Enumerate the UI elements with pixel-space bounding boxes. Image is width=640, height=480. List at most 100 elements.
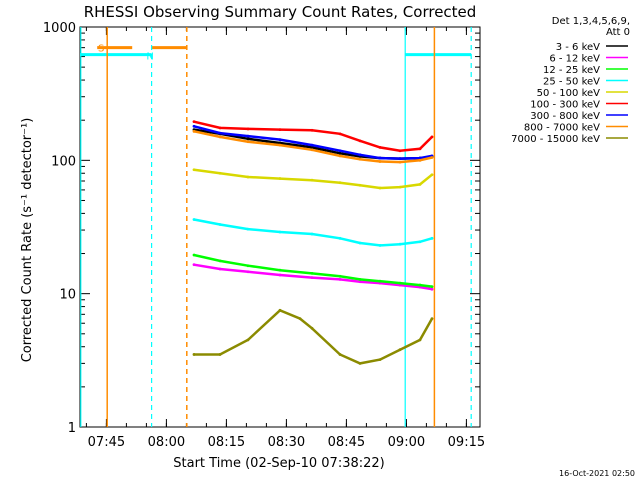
data-point xyxy=(430,156,434,159)
data-point xyxy=(398,160,402,164)
data-point xyxy=(310,271,314,275)
data-point xyxy=(278,177,282,180)
data-point xyxy=(218,126,222,130)
data-point xyxy=(246,227,250,231)
data-point xyxy=(418,283,422,287)
data-point xyxy=(430,236,434,240)
legend-label: 3 - 6 keV xyxy=(556,42,600,53)
data-point xyxy=(398,157,402,161)
data-point xyxy=(192,129,196,133)
x-tick-label: 07:45 xyxy=(88,435,125,450)
data-point xyxy=(378,186,382,190)
data-point xyxy=(218,259,222,263)
y-tick-label: 10 xyxy=(59,288,76,303)
data-point xyxy=(338,277,342,281)
y-tick-label: 1 xyxy=(68,421,76,436)
data-point xyxy=(192,263,196,267)
data-point xyxy=(278,141,282,145)
data-point xyxy=(358,277,362,281)
data-point xyxy=(418,158,422,162)
data-point xyxy=(398,348,402,352)
data-point xyxy=(218,353,222,356)
data-point xyxy=(246,134,250,138)
data-point xyxy=(378,244,382,247)
data-point xyxy=(378,156,382,160)
data-point xyxy=(310,178,314,182)
data-point xyxy=(378,279,382,283)
data-point xyxy=(278,268,282,272)
data-point xyxy=(246,264,250,268)
data-point xyxy=(378,160,382,163)
legend-label: 800 - 7000 keV xyxy=(524,123,600,134)
data-point xyxy=(358,157,362,161)
data-point xyxy=(310,276,314,279)
data-point xyxy=(278,138,282,142)
data-point xyxy=(246,137,250,141)
footer-timestamp: 16-Oct-2021 02:50 xyxy=(559,469,635,478)
data-point xyxy=(278,230,282,234)
data-point xyxy=(278,128,282,132)
data-point xyxy=(218,135,222,139)
x-tick-label: 08:45 xyxy=(328,435,365,450)
data-point xyxy=(278,273,282,277)
data-point xyxy=(192,120,196,124)
data-point xyxy=(192,168,196,172)
data-point xyxy=(358,241,362,245)
data-point xyxy=(278,143,282,147)
data-point xyxy=(430,317,434,321)
data-point xyxy=(310,143,314,147)
data-point xyxy=(338,274,342,278)
data-point xyxy=(338,236,342,240)
data-point xyxy=(218,131,222,135)
data-point xyxy=(430,173,434,177)
data-point xyxy=(430,285,434,288)
data-point xyxy=(378,146,382,149)
plot-frame xyxy=(79,26,481,428)
data-point xyxy=(358,183,362,187)
saa-marker-label: S xyxy=(98,44,104,55)
data-point xyxy=(338,353,342,356)
data-point xyxy=(418,182,422,186)
legend-label: 6 - 12 keV xyxy=(549,54,600,65)
data-point xyxy=(246,270,250,274)
data-point xyxy=(358,361,362,365)
data-point xyxy=(398,149,402,153)
data-point xyxy=(192,218,196,221)
legend-label: 7000 - 15000 keV xyxy=(511,134,600,145)
data-point xyxy=(218,223,222,226)
data-point xyxy=(310,326,314,330)
data-point xyxy=(358,153,362,157)
legend-label: 100 - 300 keV xyxy=(530,100,600,111)
data-point xyxy=(218,267,222,271)
night-marker-label: N xyxy=(146,52,153,63)
legend-label: 25 - 50 keV xyxy=(543,77,600,88)
data-point xyxy=(310,232,314,236)
data-point xyxy=(310,128,314,132)
data-point xyxy=(246,140,250,144)
data-point xyxy=(418,147,422,151)
x-axis-label: Start Time (02-Sep-10 07:38:22) xyxy=(173,456,384,471)
series-line xyxy=(193,168,433,190)
data-point xyxy=(246,127,250,131)
data-point xyxy=(378,358,382,362)
data-point xyxy=(278,308,282,312)
x-axis: 07:45 08:00 08:15 08:30 08:45 09:00 09:15 xyxy=(85,27,485,450)
data-point xyxy=(298,317,302,321)
x-tick-label: 08:15 xyxy=(208,435,245,450)
data-point xyxy=(310,146,314,149)
data-point xyxy=(218,171,222,175)
data-point xyxy=(246,175,250,179)
data-point xyxy=(338,132,342,136)
data-point xyxy=(398,185,402,189)
legend-label: 300 - 800 keV xyxy=(530,111,600,122)
data-point xyxy=(430,135,434,139)
x-tick-label: 09:00 xyxy=(388,435,425,450)
data-point xyxy=(338,181,342,185)
data-point xyxy=(418,338,422,342)
data-point xyxy=(192,353,196,356)
data-point xyxy=(418,156,422,160)
data-point xyxy=(192,253,196,257)
data-series xyxy=(192,120,434,365)
